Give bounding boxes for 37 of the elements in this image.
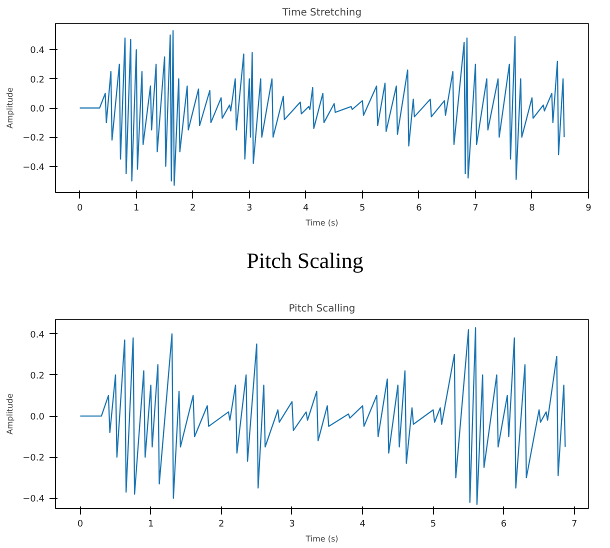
line-series bbox=[79, 30, 565, 186]
y-tick-label: −0.4 bbox=[22, 162, 45, 173]
x-tick-label: 1 bbox=[133, 204, 140, 214]
x-tick-label: 7 bbox=[572, 520, 578, 530]
x-axis-title: Time (s) bbox=[304, 534, 338, 544]
y-tick-label: −0.2 bbox=[22, 454, 45, 464]
chart-title: Time Stretching bbox=[281, 8, 362, 18]
y-tick-label: 0.4 bbox=[30, 46, 45, 56]
x-tick-label: 2 bbox=[190, 204, 196, 214]
y-tick-label: −0.2 bbox=[22, 134, 45, 144]
x-axis-title: Time (s) bbox=[304, 218, 338, 228]
x-tick-label: 3 bbox=[289, 520, 295, 530]
y-tick-label: 0.0 bbox=[30, 104, 45, 114]
x-tick-label: 3 bbox=[246, 204, 252, 214]
x-tick-label: 6 bbox=[416, 204, 422, 214]
x-tick-label: 9 bbox=[586, 204, 592, 214]
chart-title: Pitch Scalling bbox=[288, 304, 356, 314]
line-series bbox=[80, 327, 566, 505]
y-tick-label: −0.4 bbox=[22, 494, 45, 505]
x-tick-label: 1 bbox=[148, 520, 154, 530]
y-tick-label: 0.4 bbox=[30, 330, 45, 340]
text: Pitch Scaling bbox=[246, 247, 364, 275]
y-axis-title: Amplitude bbox=[6, 87, 15, 128]
x-tick-label: 5 bbox=[430, 520, 436, 530]
x-tick-label: 4 bbox=[360, 520, 366, 530]
x-tick-label: 2 bbox=[218, 520, 224, 530]
x-tick-label: 0 bbox=[77, 520, 84, 530]
x-tick-label: 7 bbox=[472, 204, 478, 214]
y-tick-label: 0.2 bbox=[30, 371, 45, 382]
x-tick-label: 0 bbox=[76, 204, 83, 214]
y-tick-label: 0.0 bbox=[30, 412, 45, 423]
x-tick-label: 8 bbox=[529, 204, 536, 214]
x-tick-label: 5 bbox=[360, 204, 366, 214]
y-axis-title: Amplitude bbox=[6, 393, 15, 434]
x-tick-label: 6 bbox=[500, 520, 507, 530]
y-tick-label: 0.2 bbox=[30, 75, 45, 86]
x-tick-label: 4 bbox=[303, 204, 310, 214]
